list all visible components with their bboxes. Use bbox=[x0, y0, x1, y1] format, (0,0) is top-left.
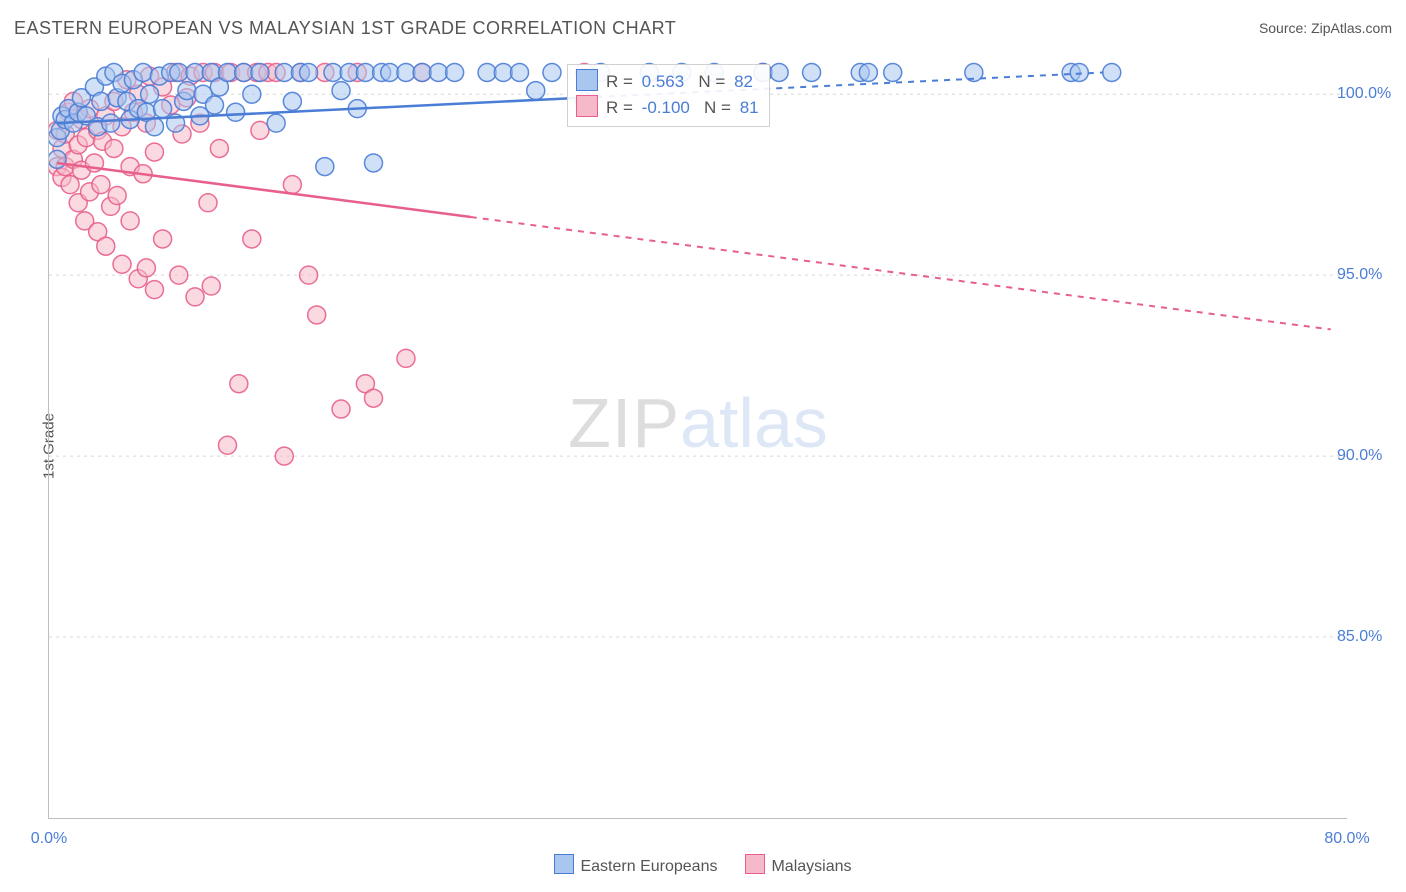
legend-swatch bbox=[576, 95, 598, 117]
legend-swatch bbox=[576, 69, 598, 91]
legend-label: Eastern Europeans bbox=[580, 858, 717, 875]
legend-item: Eastern Europeans bbox=[554, 854, 717, 876]
y-tick-label: 100.0% bbox=[1337, 85, 1397, 103]
legend-swatch bbox=[745, 854, 765, 874]
y-tick-label: 85.0% bbox=[1337, 628, 1397, 646]
chart-title: EASTERN EUROPEAN VS MALAYSIAN 1ST GRADE … bbox=[14, 18, 676, 38]
legend: Eastern Europeans Malaysians bbox=[0, 854, 1406, 876]
stat-row: R = 0.563 N = 82 bbox=[576, 69, 759, 95]
source-attribution: Source: ZipAtlas.com bbox=[1259, 20, 1392, 36]
y-tick-label: 90.0% bbox=[1337, 447, 1397, 465]
correlation-stats-box: R = 0.563 N = 82R = -0.100 N = 81 bbox=[567, 64, 770, 127]
stat-row: R = -0.100 N = 81 bbox=[576, 95, 759, 121]
legend-item: Malaysians bbox=[745, 854, 851, 876]
chart-svg bbox=[49, 58, 1347, 818]
x-tick-label: 80.0% bbox=[1324, 830, 1369, 848]
legend-swatch bbox=[554, 854, 574, 874]
legend-label: Malaysians bbox=[771, 858, 851, 875]
chart-plot-area: ZIPatlas R = 0.563 N = 82R = -0.100 N = … bbox=[48, 58, 1347, 819]
y-tick-label: 95.0% bbox=[1337, 266, 1397, 284]
x-tick-label: 0.0% bbox=[31, 830, 67, 848]
